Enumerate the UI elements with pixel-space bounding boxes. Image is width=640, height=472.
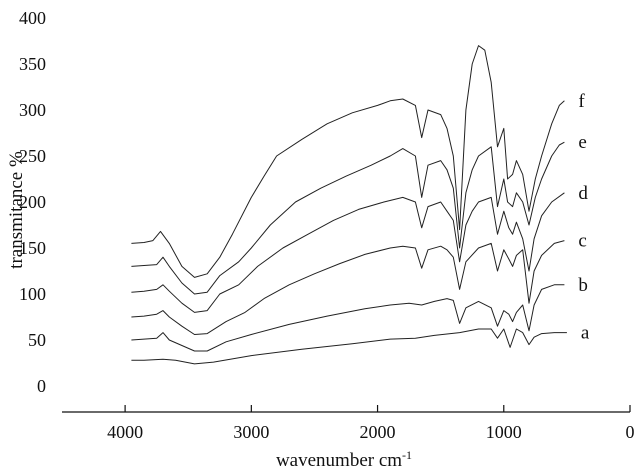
y-tick-label: 150 [19,238,46,258]
series-label-d: d [578,183,588,204]
x-tick-label: 2000 [360,422,396,442]
series-label-e: e [578,132,586,153]
y-tick-label: 50 [28,330,46,350]
y-tick-label: 400 [19,8,46,28]
y-tick-group: 0 50 100 150 200 250 300 350 400 [19,8,46,396]
series-line-b [131,284,565,352]
y-tick-label: 0 [37,376,46,396]
series-line-d [131,192,565,313]
y-axis-title: transmitance % [6,151,27,269]
y-tick-label: 250 [19,146,46,166]
y-tick-label: 200 [19,192,46,212]
series-group: a b c d ef [131,45,590,365]
series-line-f [131,45,565,278]
series-line-c [131,240,565,335]
y-tick-label: 300 [19,100,46,120]
x-axis-title-main: wavenumber cm [276,450,402,471]
series-label-f: f [578,91,585,112]
series-line-e [131,141,565,295]
series-label-a: a [581,323,590,344]
x-tick-label: 4000 [107,422,143,442]
x-tick-label: 0 [626,422,635,442]
series-label-b: b [578,275,588,296]
x-tick-label: 3000 [233,422,269,442]
y-tick-label: 350 [19,54,46,74]
x-tick-label: 1000 [486,422,522,442]
series-line-a [131,328,567,365]
y-tick-label: 100 [19,284,46,304]
x-tick-group: 4000 3000 2000 1000 0 [107,405,635,442]
series-label-c: c [578,231,586,252]
x-axis-title: wavenumber cm-1 [276,448,412,471]
x-axis-title-superscript: -1 [402,448,412,462]
